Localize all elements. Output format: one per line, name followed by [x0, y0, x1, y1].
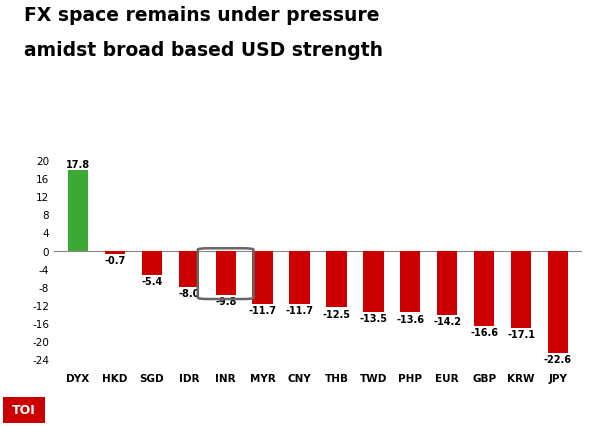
Text: -22.6: -22.6 — [544, 354, 572, 365]
Bar — [363, 251, 383, 312]
Text: -5.4: -5.4 — [141, 277, 163, 287]
Text: -11.7: -11.7 — [286, 305, 314, 315]
Bar — [253, 251, 273, 304]
Bar — [105, 251, 125, 254]
Text: -11.7: -11.7 — [248, 305, 277, 315]
Bar — [511, 251, 531, 328]
Text: ♥ App Store: ♥ App Store — [450, 407, 493, 413]
Text: amidst broad based USD strength: amidst broad based USD strength — [24, 40, 383, 59]
Bar — [289, 251, 310, 304]
Bar — [437, 251, 457, 315]
Text: -8.0: -8.0 — [178, 288, 199, 299]
Bar — [179, 251, 199, 287]
FancyBboxPatch shape — [3, 397, 45, 423]
Text: -13.5: -13.5 — [359, 314, 388, 323]
Text: 17.8: 17.8 — [66, 159, 90, 169]
Text: -12.5: -12.5 — [322, 309, 350, 319]
Bar — [474, 251, 494, 326]
Bar — [548, 251, 568, 353]
Text: FX space remains under pressure: FX space remains under pressure — [24, 6, 380, 25]
Text: -16.6: -16.6 — [470, 327, 498, 337]
Text: -17.1: -17.1 — [507, 330, 535, 340]
Bar — [215, 251, 236, 295]
Text: -0.7: -0.7 — [104, 256, 125, 265]
Bar — [68, 170, 88, 251]
Text: FOR MORE INFOGRAPHICS, DOWNLOAD: FOR MORE INFOGRAPHICS, DOWNLOAD — [54, 406, 207, 414]
Text: -9.8: -9.8 — [215, 296, 236, 307]
Text: -14.2: -14.2 — [433, 317, 461, 326]
Bar — [142, 251, 162, 275]
Text: -13.6: -13.6 — [397, 314, 424, 324]
Bar — [326, 251, 347, 308]
Bar — [400, 251, 421, 312]
Text: ► Google Play: ► Google Play — [528, 407, 577, 413]
Text: THE TIMES OF INDIA APP: THE TIMES OF INDIA APP — [195, 406, 303, 414]
Text: TOI: TOI — [12, 403, 36, 417]
